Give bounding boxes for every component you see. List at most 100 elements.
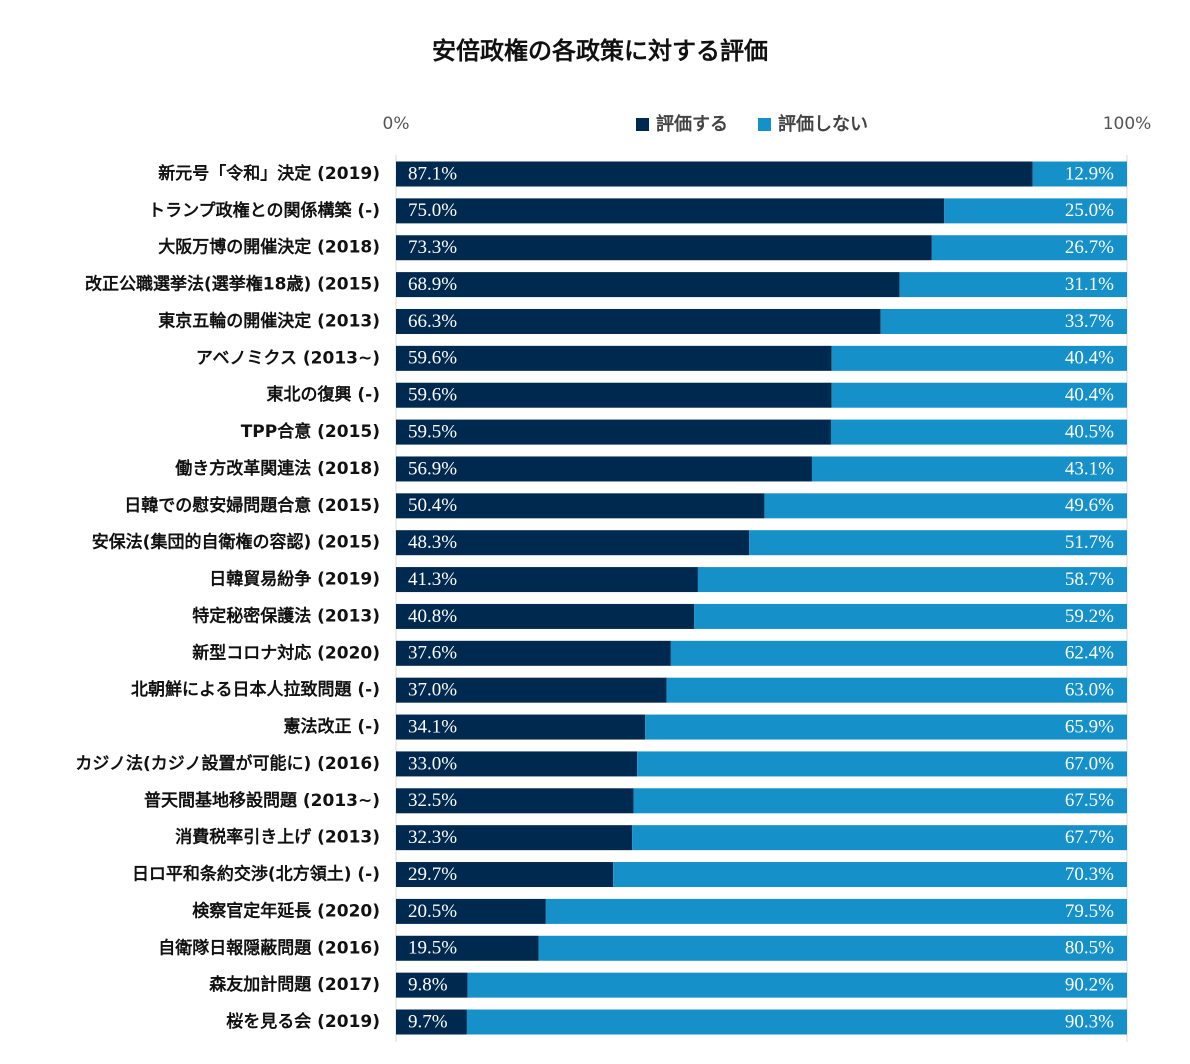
value-label: 29.7% [408, 864, 457, 885]
bar-segment [545, 898, 1127, 924]
bar-segment [396, 1009, 467, 1035]
category-label: 大阪万博の開催決定 (2018) [158, 237, 380, 258]
bar-segment [396, 788, 634, 814]
category-label: 自衛隊日報隠蔽問題 (2016) [158, 937, 380, 958]
legend-label: 評価しない [778, 113, 868, 135]
value-label: 58.7% [1065, 569, 1114, 590]
bar-segment [396, 862, 614, 888]
value-label: 90.3% [1065, 1011, 1114, 1032]
value-label: 70.3% [1065, 864, 1114, 885]
value-label: 67.0% [1065, 753, 1114, 774]
legend-swatch [758, 118, 771, 131]
bar-segment [396, 640, 671, 666]
bar-segment [396, 567, 698, 593]
bar-segment [396, 345, 832, 371]
x-tick-label: 0% [383, 114, 410, 134]
bar-segment [811, 456, 1127, 482]
bar-segment [396, 493, 765, 519]
category-label: 憲法改正 (-) [282, 716, 380, 737]
bar-segment [466, 1009, 1128, 1035]
bar-segment [396, 825, 633, 851]
value-label: 59.6% [408, 385, 457, 406]
bar-segment [467, 972, 1127, 998]
value-label: 68.9% [408, 274, 457, 295]
bar-segment [645, 714, 1127, 740]
value-label: 41.3% [408, 569, 457, 590]
value-label: 9.7% [408, 1011, 448, 1032]
bar-segment [944, 198, 1127, 224]
legend-label: 評価する [656, 113, 728, 135]
value-label: 25.0% [1065, 200, 1114, 221]
category-label: TPP合意 (2015) [241, 421, 380, 442]
bar-segment [880, 308, 1127, 334]
value-label: 65.9% [1065, 716, 1114, 737]
value-label: 66.3% [408, 311, 457, 332]
value-label: 40.4% [1065, 385, 1114, 406]
value-label: 59.2% [1065, 606, 1114, 627]
bar-segment [396, 898, 546, 924]
category-label: 検察官定年延長 (2020) [192, 900, 380, 921]
value-label: 79.5% [1065, 901, 1114, 922]
category-label: 東京五輪の開催決定 (2013) [158, 310, 380, 331]
bar-segment [396, 935, 539, 961]
bar-segment [396, 714, 646, 740]
bar-segment [396, 677, 667, 703]
value-label: 48.3% [408, 532, 457, 553]
category-label: 働き方改革関連法 (2018) [174, 458, 380, 479]
category-label: 普天間基地移設問題 (2013~) [144, 790, 380, 811]
bar-segment [613, 862, 1127, 888]
bar-segment [749, 530, 1127, 556]
value-label: 51.7% [1065, 532, 1114, 553]
value-label: 34.1% [408, 716, 457, 737]
category-label: トランプ政権との関係構築 (-) [148, 200, 380, 221]
value-label: 73.3% [408, 237, 457, 258]
value-label: 40.5% [1065, 421, 1114, 442]
category-label: 日ロ平和条約交渉(北方領土) (-) [132, 864, 380, 885]
value-label: 56.9% [408, 458, 457, 479]
bar-segment [538, 935, 1127, 961]
value-label: 32.5% [408, 790, 457, 811]
bar-segment [764, 493, 1127, 519]
bar-segment [396, 272, 900, 298]
legend-swatch [636, 118, 649, 131]
bar-segment [694, 603, 1127, 629]
x-tick-label: 100% [1103, 114, 1152, 134]
bar-segment [931, 235, 1127, 261]
value-label: 67.5% [1065, 790, 1114, 811]
value-label: 12.9% [1065, 163, 1114, 184]
bar-segment [396, 456, 812, 482]
bar-segment [396, 751, 638, 777]
bar-segment [396, 382, 832, 408]
value-label: 40.4% [1065, 348, 1114, 369]
bar-segment [396, 308, 881, 334]
bar-segment [1032, 161, 1127, 187]
value-label: 9.8% [408, 974, 448, 995]
value-label: 63.0% [1065, 680, 1114, 701]
bar-segment [396, 419, 831, 445]
value-label: 33.7% [1065, 311, 1114, 332]
value-label: 80.5% [1065, 938, 1114, 959]
bar-segment [396, 161, 1033, 187]
value-label: 59.5% [408, 421, 457, 442]
value-label: 90.2% [1065, 974, 1114, 995]
value-label: 37.0% [408, 680, 457, 701]
category-label: 新型コロナ対応 (2020) [192, 642, 380, 663]
bar-segment [396, 530, 750, 556]
bar-segment [899, 272, 1127, 298]
value-label: 33.0% [408, 753, 457, 774]
value-label: 87.1% [408, 163, 457, 184]
bar-segment [830, 419, 1127, 445]
value-label: 43.1% [1065, 458, 1114, 479]
category-label: 日韓での慰安婦問題合意 (2015) [124, 495, 380, 516]
value-label: 50.4% [408, 495, 457, 516]
value-label: 49.6% [1065, 495, 1114, 516]
bar-segment [670, 640, 1127, 666]
value-label: 62.4% [1065, 643, 1114, 664]
category-label: 東北の復興 (-) [266, 384, 380, 405]
bar-segment [697, 567, 1127, 593]
bar-segment [637, 751, 1127, 777]
category-label: 消費税率引き上げ (2013) [175, 827, 380, 848]
category-label: 特定秘密保護法 (2013) [192, 605, 380, 626]
category-label: 新元号「令和」決定 (2019) [158, 163, 380, 184]
